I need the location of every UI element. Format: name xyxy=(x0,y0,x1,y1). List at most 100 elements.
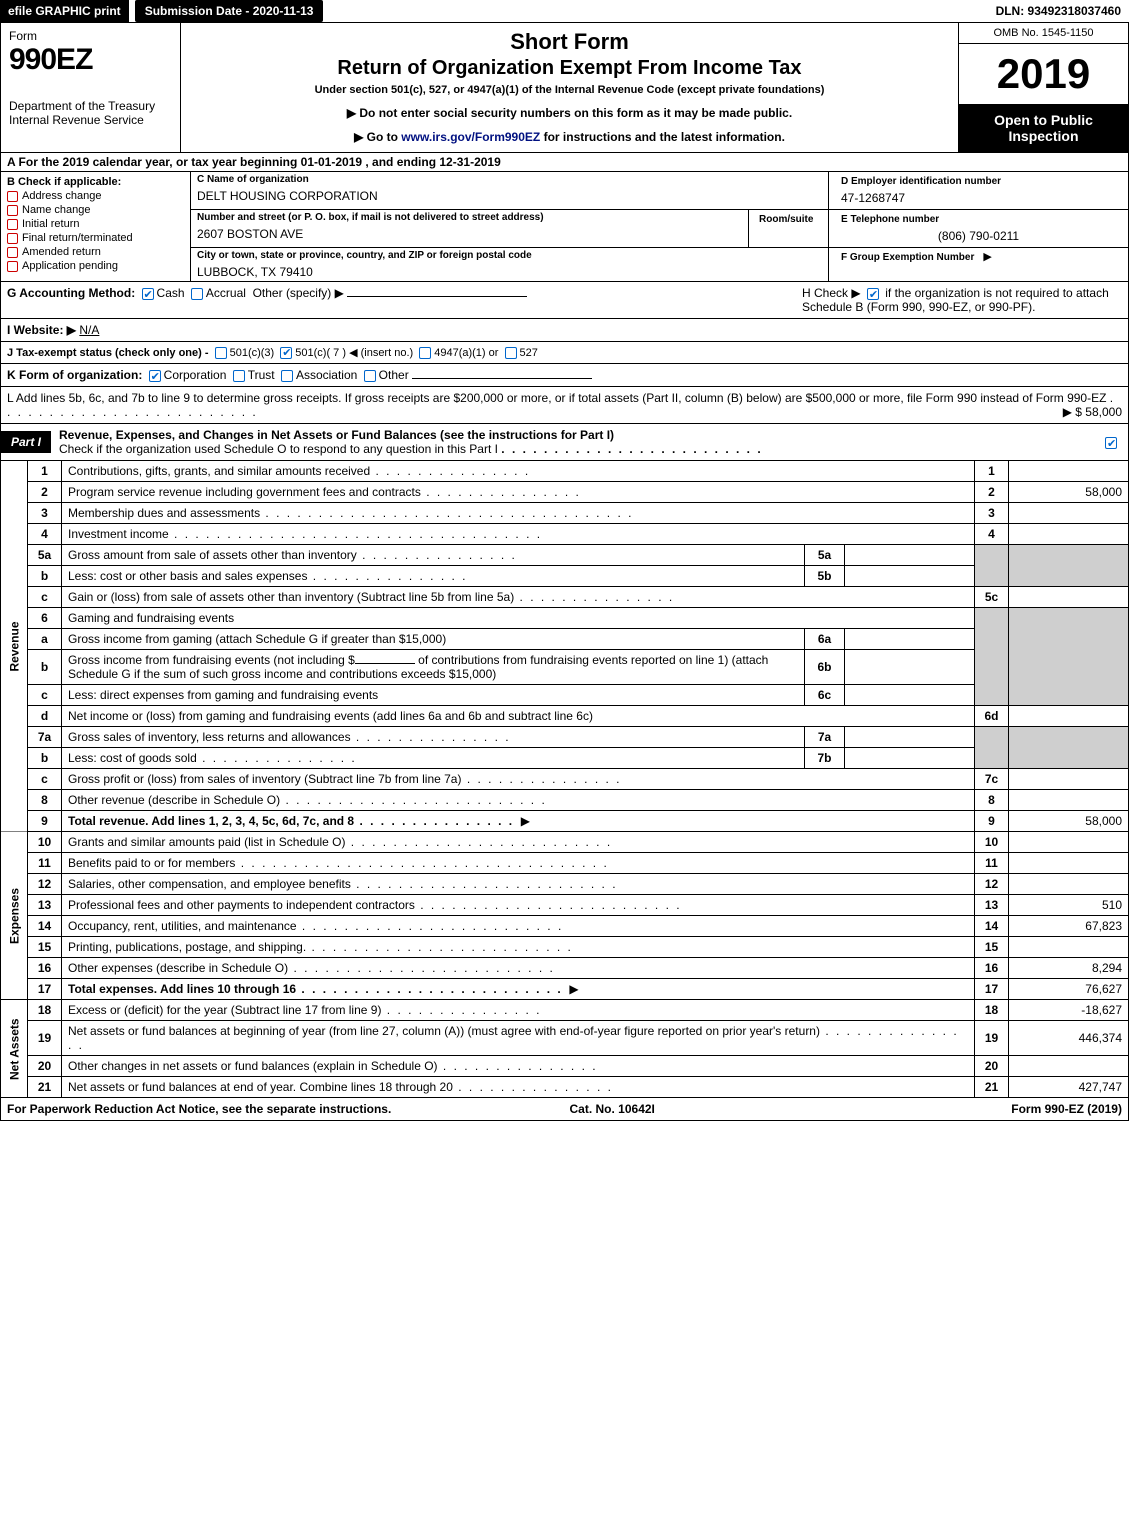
line-6b-desc: Gross income from fundraising events (no… xyxy=(62,650,805,685)
chk-final-return[interactable]: Final return/terminated xyxy=(7,232,184,244)
h-pre: H Check ▶ xyxy=(802,286,861,300)
tax-year: 2019 xyxy=(959,44,1128,104)
line-num: 13 xyxy=(28,895,62,916)
ein-value: 47-1268747 xyxy=(835,189,1122,207)
line-6-desc: Gaming and fundraising events xyxy=(62,608,975,629)
chk-cash[interactable] xyxy=(142,288,154,300)
line-6a-desc: Gross income from gaming (attach Schedul… xyxy=(62,629,805,650)
line-5b-inner-amt xyxy=(845,566,975,587)
line-num: 14 xyxy=(28,916,62,937)
chk-initial-return[interactable]: Initial return xyxy=(7,218,184,230)
line-k: K Form of organization: Corporation Trus… xyxy=(0,364,1129,387)
line-6c-inner-amt xyxy=(845,685,975,706)
line-5b-desc: Less: cost or other basis and sales expe… xyxy=(68,569,468,583)
form-header: Form 990EZ Department of the Treasury In… xyxy=(0,23,1129,153)
line-col: 13 xyxy=(975,895,1009,916)
line-21-amt: 427,747 xyxy=(1009,1077,1129,1098)
g-label: G Accounting Method: xyxy=(7,286,135,300)
line-num: 5a xyxy=(28,545,62,566)
part-1-tag: Part I xyxy=(1,431,51,453)
part-1-schedule-o-check[interactable] xyxy=(1102,435,1128,449)
inner-num: 7a xyxy=(805,727,845,748)
line-num: 8 xyxy=(28,790,62,811)
chk-name-change[interactable]: Name change xyxy=(7,204,184,216)
city-value: LUBBOCK, TX 79410 xyxy=(191,263,828,281)
section-cdef: C Name of organization DELT HOUSING CORP… xyxy=(191,172,1128,281)
chk-association[interactable] xyxy=(281,370,293,382)
chk-application-pending[interactable]: Application pending xyxy=(7,260,184,272)
chk-501c[interactable] xyxy=(280,347,292,359)
chk-amended-return[interactable]: Amended return xyxy=(7,246,184,258)
no-ssn-text: Do not enter social security numbers on … xyxy=(359,106,792,120)
line-l: L Add lines 5b, 6c, and 7b to line 9 to … xyxy=(0,387,1129,424)
line-col: 17 xyxy=(975,979,1009,1000)
chk-corporation[interactable] xyxy=(149,370,161,382)
chk-h[interactable] xyxy=(867,288,879,300)
line-num: c xyxy=(28,587,62,608)
line-col: 18 xyxy=(975,1000,1009,1021)
header-center: Short Form Return of Organization Exempt… xyxy=(181,23,958,152)
line-6b-input[interactable] xyxy=(355,663,415,664)
line-11-desc: Benefits paid to or for members xyxy=(68,856,609,870)
line-5a-inner-amt xyxy=(845,545,975,566)
chk-trust[interactable] xyxy=(233,370,245,382)
line-col: 16 xyxy=(975,958,1009,979)
line-17-desc: Total expenses. Add lines 10 through 16 xyxy=(68,982,563,996)
line-num: 11 xyxy=(28,853,62,874)
omb-number: OMB No. 1545-1150 xyxy=(959,23,1128,44)
chk-address-change[interactable]: Address change xyxy=(7,190,184,202)
cash-label: Cash xyxy=(157,286,185,300)
line-col: 9 xyxy=(975,811,1009,832)
chk-4947[interactable] xyxy=(419,347,431,359)
line-3-amt xyxy=(1009,503,1129,524)
other-label: Other (specify) ▶ xyxy=(253,286,344,300)
under-section-text: Under section 501(c), 527, or 4947(a)(1)… xyxy=(191,84,948,96)
line-9-desc: Total revenue. Add lines 1, 2, 3, 4, 5c,… xyxy=(68,814,514,828)
line-num: 2 xyxy=(28,482,62,503)
line-11-amt xyxy=(1009,853,1129,874)
line-4-desc: Investment income xyxy=(68,527,542,541)
header-left: Form 990EZ Department of the Treasury In… xyxy=(1,23,181,152)
efile-print-button[interactable]: efile GRAPHIC print xyxy=(0,0,129,22)
line-num: 4 xyxy=(28,524,62,545)
line-3-desc: Membership dues and assessments xyxy=(68,506,633,520)
line-14-desc: Occupancy, rent, utilities, and maintena… xyxy=(68,919,563,933)
line-col: 12 xyxy=(975,874,1009,895)
other-specify-input[interactable] xyxy=(347,296,527,297)
line-g-h: G Accounting Method: Cash Accrual Other … xyxy=(0,282,1129,319)
inner-num: 5b xyxy=(805,566,845,587)
open-public-badge: Open to Public Inspection xyxy=(959,104,1128,152)
part-1-dots xyxy=(501,442,762,456)
chk-501c3[interactable] xyxy=(215,347,227,359)
grey-cell xyxy=(975,727,1009,769)
grey-cell xyxy=(1009,545,1129,587)
e-label: E Telephone number xyxy=(835,212,1122,227)
line-4-amt xyxy=(1009,524,1129,545)
line-num: d xyxy=(28,706,62,727)
line-6c-desc: Less: direct expenses from gaming and fu… xyxy=(68,688,378,702)
section-b-title: B Check if applicable: xyxy=(7,176,184,188)
line-5a-desc: Gross amount from sale of assets other t… xyxy=(68,548,517,562)
chk-527[interactable] xyxy=(505,347,517,359)
goto-line: Go to www.irs.gov/Form990EZ for instruct… xyxy=(191,130,948,144)
grey-cell xyxy=(975,608,1009,706)
line-5c-desc: Gain or (loss) from sale of assets other… xyxy=(68,590,674,604)
section-e: E Telephone number (806) 790-0211 xyxy=(828,210,1128,247)
line-2-desc: Program service revenue including govern… xyxy=(68,485,581,499)
addr-value: 2607 BOSTON AVE xyxy=(191,225,748,243)
l-text: L Add lines 5b, 6c, and 7b to line 9 to … xyxy=(7,391,1106,405)
line-16-desc: Other expenses (describe in Schedule O) xyxy=(68,961,555,975)
line-num: 9 xyxy=(28,811,62,832)
chk-label: Amended return xyxy=(22,246,101,258)
chk-other[interactable] xyxy=(364,370,376,382)
line-num: 15 xyxy=(28,937,62,958)
chk-accrual[interactable] xyxy=(191,288,203,300)
line-num: 1 xyxy=(28,461,62,482)
k-other: Other xyxy=(379,368,409,382)
line-num: c xyxy=(28,769,62,790)
line-col: 5c xyxy=(975,587,1009,608)
k-other-input[interactable] xyxy=(412,378,592,379)
line-col: 3 xyxy=(975,503,1009,524)
line-8-amt xyxy=(1009,790,1129,811)
irs-link[interactable]: www.irs.gov/Form990EZ xyxy=(401,130,540,144)
